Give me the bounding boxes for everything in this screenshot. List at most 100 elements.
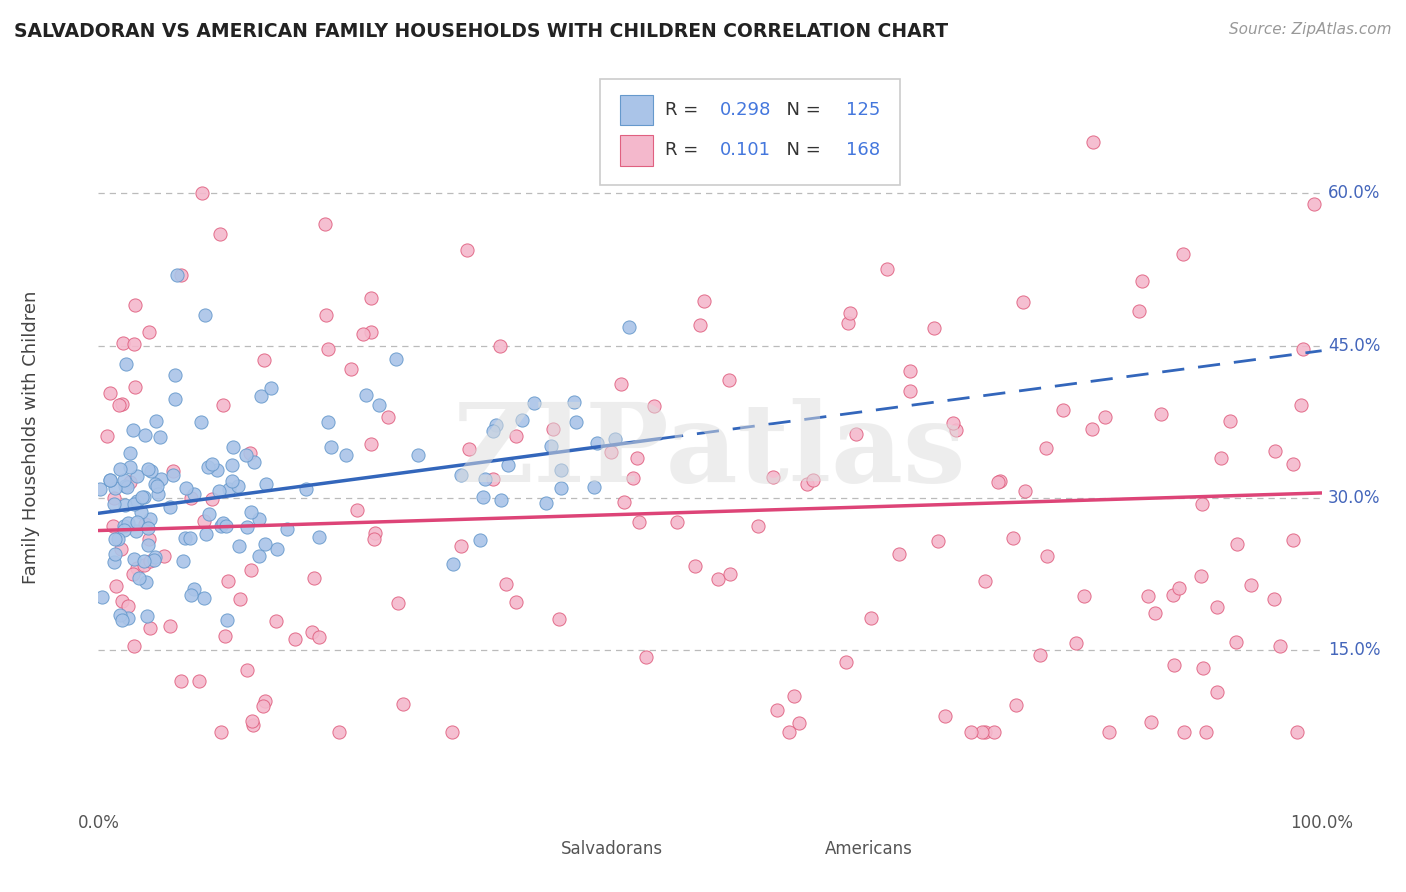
Point bbox=[1192, 661, 1215, 675]
Point bbox=[266, 614, 288, 628]
Point bbox=[115, 480, 138, 494]
Point bbox=[482, 472, 505, 486]
Point bbox=[104, 579, 127, 593]
Point bbox=[209, 227, 232, 241]
Point bbox=[214, 629, 236, 643]
Point bbox=[1143, 607, 1166, 621]
Point bbox=[162, 468, 184, 483]
Point bbox=[762, 470, 785, 484]
Point bbox=[242, 714, 264, 728]
Point bbox=[387, 596, 409, 610]
Point bbox=[377, 409, 399, 424]
FancyBboxPatch shape bbox=[519, 839, 546, 864]
Point bbox=[406, 448, 429, 462]
Point bbox=[789, 715, 811, 730]
Point bbox=[139, 511, 162, 525]
Point bbox=[474, 472, 496, 486]
Point bbox=[707, 572, 730, 586]
Point bbox=[440, 724, 463, 739]
Point bbox=[138, 621, 160, 635]
Point bbox=[450, 539, 472, 553]
Point bbox=[124, 524, 146, 538]
Point bbox=[1282, 533, 1305, 547]
Point bbox=[108, 607, 131, 622]
Point bbox=[666, 516, 689, 530]
Point bbox=[201, 458, 224, 472]
Point bbox=[363, 533, 385, 547]
Text: N =: N = bbox=[775, 141, 827, 160]
Point bbox=[125, 494, 148, 508]
Point bbox=[534, 496, 557, 510]
Point bbox=[718, 567, 741, 582]
Point bbox=[1035, 441, 1057, 455]
Point bbox=[149, 472, 172, 486]
Point bbox=[166, 268, 188, 282]
Point bbox=[839, 306, 862, 320]
Point bbox=[104, 481, 127, 495]
Point bbox=[122, 567, 145, 582]
Point bbox=[122, 552, 145, 566]
Point bbox=[143, 476, 166, 491]
Point bbox=[1189, 569, 1212, 583]
Point bbox=[254, 694, 277, 708]
Point bbox=[110, 594, 132, 608]
Point bbox=[360, 291, 382, 305]
Text: 125: 125 bbox=[846, 101, 880, 120]
Point bbox=[472, 490, 495, 504]
Point bbox=[124, 298, 146, 312]
Point bbox=[115, 357, 138, 371]
Point bbox=[1140, 714, 1163, 729]
Point bbox=[1263, 592, 1285, 607]
Point bbox=[617, 320, 640, 334]
Point bbox=[103, 497, 125, 511]
Point bbox=[162, 464, 184, 478]
Point bbox=[142, 553, 165, 567]
Point bbox=[170, 673, 193, 688]
Point bbox=[335, 449, 357, 463]
Point bbox=[243, 455, 266, 469]
Point bbox=[215, 518, 238, 533]
Point bbox=[131, 490, 153, 504]
Point bbox=[242, 717, 264, 731]
Point bbox=[1240, 578, 1263, 592]
Point bbox=[1191, 497, 1213, 511]
Point bbox=[599, 445, 621, 459]
Point bbox=[197, 507, 219, 521]
Point bbox=[354, 387, 377, 401]
Point bbox=[122, 497, 145, 511]
Point bbox=[941, 416, 963, 430]
Point bbox=[778, 724, 800, 739]
FancyBboxPatch shape bbox=[620, 95, 652, 126]
Point bbox=[149, 430, 172, 444]
Point bbox=[134, 517, 156, 532]
Point bbox=[1291, 398, 1313, 412]
Point bbox=[1001, 531, 1024, 545]
Point bbox=[107, 532, 129, 546]
Point bbox=[205, 463, 228, 477]
Point bbox=[165, 392, 187, 406]
Point bbox=[180, 588, 202, 602]
Point bbox=[159, 500, 181, 514]
Point bbox=[229, 592, 252, 607]
Point bbox=[1011, 295, 1033, 310]
Point bbox=[1150, 407, 1173, 421]
Point bbox=[1219, 414, 1241, 428]
Point bbox=[127, 515, 149, 529]
Point bbox=[364, 526, 387, 541]
Point bbox=[180, 491, 202, 505]
Point bbox=[98, 385, 121, 400]
Point bbox=[183, 582, 205, 596]
Point bbox=[1195, 724, 1218, 739]
Point bbox=[318, 342, 340, 356]
Point bbox=[1073, 589, 1095, 603]
Point bbox=[239, 563, 262, 577]
Text: Family Households with Children: Family Households with Children bbox=[22, 291, 41, 583]
Point bbox=[927, 534, 949, 549]
Point bbox=[254, 537, 277, 551]
Point bbox=[550, 462, 572, 476]
Point bbox=[308, 529, 330, 543]
Point bbox=[747, 518, 769, 533]
Point bbox=[564, 415, 586, 429]
Point bbox=[197, 460, 219, 475]
Point bbox=[129, 505, 152, 519]
